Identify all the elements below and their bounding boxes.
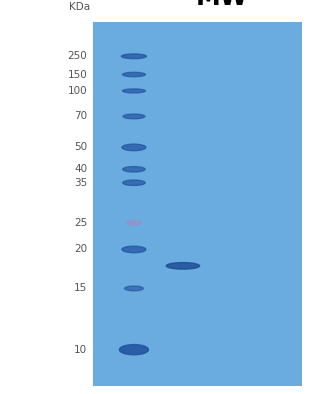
Ellipse shape (122, 144, 146, 151)
Ellipse shape (123, 114, 145, 119)
Text: 250: 250 (67, 51, 87, 61)
Ellipse shape (124, 286, 143, 291)
Ellipse shape (127, 221, 141, 225)
Ellipse shape (121, 54, 146, 59)
Text: 35: 35 (74, 178, 87, 188)
Text: 10: 10 (74, 345, 87, 355)
Ellipse shape (166, 262, 200, 269)
Text: MW: MW (196, 0, 248, 10)
Text: 100: 100 (67, 86, 87, 96)
Text: 50: 50 (74, 142, 87, 152)
Ellipse shape (119, 345, 149, 355)
Ellipse shape (122, 246, 146, 253)
Ellipse shape (123, 72, 145, 77)
Ellipse shape (123, 180, 145, 186)
Text: 15: 15 (74, 283, 87, 294)
Text: 20: 20 (74, 244, 87, 255)
Ellipse shape (123, 167, 145, 172)
Text: KDa: KDa (69, 2, 90, 12)
Text: 25: 25 (74, 218, 87, 228)
Text: 70: 70 (74, 112, 87, 121)
Bar (93, 22, 302, 386)
Text: 40: 40 (74, 164, 87, 174)
Ellipse shape (123, 89, 145, 93)
Text: 150: 150 (67, 69, 87, 80)
